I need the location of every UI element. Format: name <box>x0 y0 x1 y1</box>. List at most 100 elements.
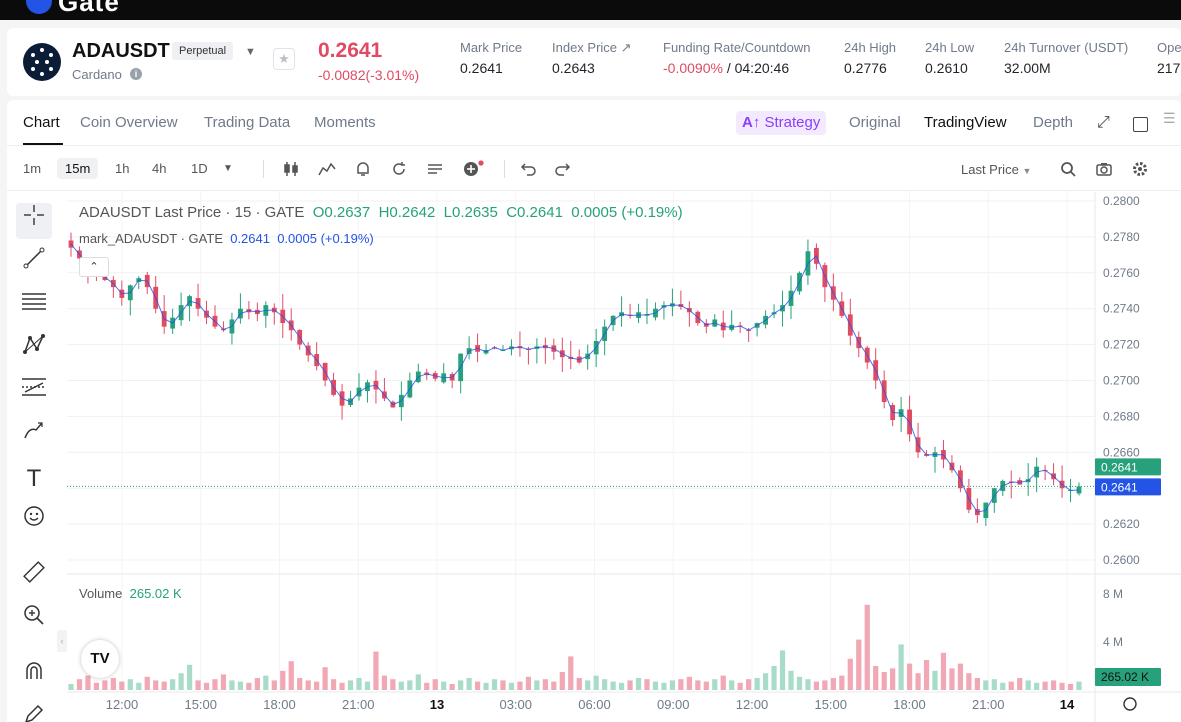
tradingview-logo-icon[interactable]: TV <box>81 640 119 678</box>
tab-chart[interactable]: Chart <box>23 114 60 131</box>
window-mode-icon[interactable] <box>1133 117 1148 132</box>
tab-trading-data[interactable]: Trading Data <box>204 114 291 131</box>
price-tick-label: 0.2740 <box>1103 302 1140 316</box>
volume-bar <box>635 678 642 690</box>
time-tick-label: 18:00 <box>893 697 926 712</box>
time-tick-label: 13 <box>430 697 444 712</box>
volume-bar <box>940 652 947 690</box>
volume-bar <box>805 679 811 690</box>
price-type-select[interactable]: Last Price ▼ <box>961 162 1031 177</box>
timeframe-4h[interactable]: 4h <box>152 161 167 176</box>
pattern-tool-icon[interactable] <box>16 332 52 368</box>
volume-bar <box>441 681 447 690</box>
candlestick-chart[interactable]: 0.2800 0.2780 0.2760 0.2740 0.2720 0.2700 0.26… <box>7 100 1181 722</box>
volume-bar <box>695 680 701 690</box>
timeframe-1m[interactable]: 1m <box>23 161 42 176</box>
tab-coin-overview[interactable]: Coin Overview <box>80 114 178 131</box>
volume-bar <box>923 660 930 690</box>
volume-bar <box>796 676 803 690</box>
volume-bar <box>1034 682 1040 690</box>
volume-bar <box>1025 680 1031 690</box>
alert-icon[interactable] <box>354 160 372 178</box>
volume-bar <box>491 679 498 690</box>
timeframe-1d[interactable]: 1D <box>191 161 208 176</box>
stat-24h-turnover: 24h Turnover (USDT) 32.00M <box>1004 40 1128 76</box>
volume-bar <box>873 666 879 690</box>
templates-icon[interactable] <box>426 160 444 178</box>
legend-low: L0.2635 <box>443 204 498 221</box>
volume-bar <box>144 676 150 690</box>
volume-bar <box>85 675 91 690</box>
symbol-dropdown-caret-icon[interactable]: ▼ <box>245 46 256 58</box>
horizontal-lines-icon[interactable] <box>16 289 52 325</box>
price-tick-label: 0.2700 <box>1103 374 1140 388</box>
view-original[interactable]: Original <box>849 114 901 131</box>
indicators-icon[interactable] <box>318 160 336 178</box>
volume-bar <box>186 664 193 690</box>
tab-moments[interactable]: Moments <box>314 114 376 131</box>
strategy-button[interactable]: A↑ Strategy <box>736 111 827 135</box>
toolbar-collapse-handle[interactable]: ‹ <box>57 630 67 652</box>
gate-logo-text[interactable]: Gate <box>58 0 120 17</box>
search-icon[interactable] <box>1059 160 1077 178</box>
favorite-star-icon[interactable]: ★ <box>273 48 295 70</box>
volume-bar <box>983 680 989 690</box>
zoom-in-icon[interactable] <box>16 603 52 639</box>
more-menu-icon[interactable]: ☰ <box>1163 110 1176 126</box>
emoji-icon[interactable] <box>16 504 52 540</box>
timeframe-1h[interactable]: 1h <box>115 161 130 176</box>
gate-logo-icon[interactable] <box>26 0 52 14</box>
trend-line-icon[interactable] <box>16 246 52 282</box>
volume-bar <box>119 681 125 690</box>
price-change: -0.0082(-3.01%) <box>318 67 420 83</box>
volume-bar <box>263 675 269 690</box>
camera-icon[interactable] <box>1095 160 1113 178</box>
timeframe-15m[interactable]: 15m <box>57 158 99 179</box>
magnet-icon[interactable] <box>16 659 52 695</box>
volume-bar <box>542 679 548 690</box>
time-tick-label: 06:00 <box>578 697 611 712</box>
symbol-title[interactable]: ADAUSDT <box>72 40 170 62</box>
volume-bar <box>576 678 582 690</box>
time-tick-label: 15:00 <box>814 697 847 712</box>
fib-retracement-icon[interactable] <box>16 375 52 411</box>
stat-index-price[interactable]: Index Price ↗ 0.2643 <box>552 40 632 76</box>
chevron-down-icon: ▼ <box>1022 166 1032 176</box>
replay-icon[interactable] <box>390 160 408 178</box>
redo-icon[interactable] <box>554 160 572 178</box>
timeframe-dropdown-icon[interactable]: ▼ <box>223 163 233 174</box>
pencil-icon[interactable] <box>16 702 52 722</box>
mark-legend-title: mark_ADAUSDT · GATE <box>79 231 223 246</box>
view-depth[interactable]: Depth <box>1033 114 1074 131</box>
volume-bar <box>1017 678 1023 690</box>
volume-bar <box>949 668 955 690</box>
volume-bar <box>178 673 184 690</box>
volume-bar <box>627 680 633 690</box>
expand-icon[interactable]: ⤢ <box>1097 114 1110 131</box>
volume-bar <box>474 681 481 690</box>
text-tool-icon[interactable]: T <box>26 465 42 492</box>
axis-settings-icon[interactable] <box>1123 697 1137 711</box>
info-icon[interactable]: i <box>130 68 142 80</box>
volume-bar <box>618 682 625 690</box>
time-tick-label: 21:00 <box>342 697 375 712</box>
volume-bar <box>347 680 354 690</box>
candle-type-icon[interactable] <box>282 160 300 178</box>
undo-icon[interactable] <box>519 160 537 178</box>
volume-bar <box>500 680 506 690</box>
volume-bar <box>644 679 650 690</box>
stat-open-interest: Ope 217 <box>1157 40 1181 76</box>
ruler-icon[interactable] <box>16 560 52 596</box>
crosshair-icon[interactable] <box>16 203 52 239</box>
volume-bar <box>652 681 659 690</box>
volume-bar <box>847 658 853 690</box>
volume-bar <box>746 679 752 690</box>
gear-icon[interactable] <box>1131 160 1149 178</box>
view-tradingview[interactable]: TradingView <box>924 114 1007 131</box>
volume-bar <box>974 678 980 690</box>
last-price-tag-label: 0.2641 <box>1101 460 1138 474</box>
chart-toolbar: 1m 15m 1h 4h 1D ▼ Last Price ▼ <box>7 147 1181 191</box>
add-indicator-icon[interactable] <box>463 160 484 178</box>
brush-icon[interactable] <box>16 418 52 454</box>
legend-collapse-button[interactable]: ⌃ <box>79 257 109 277</box>
